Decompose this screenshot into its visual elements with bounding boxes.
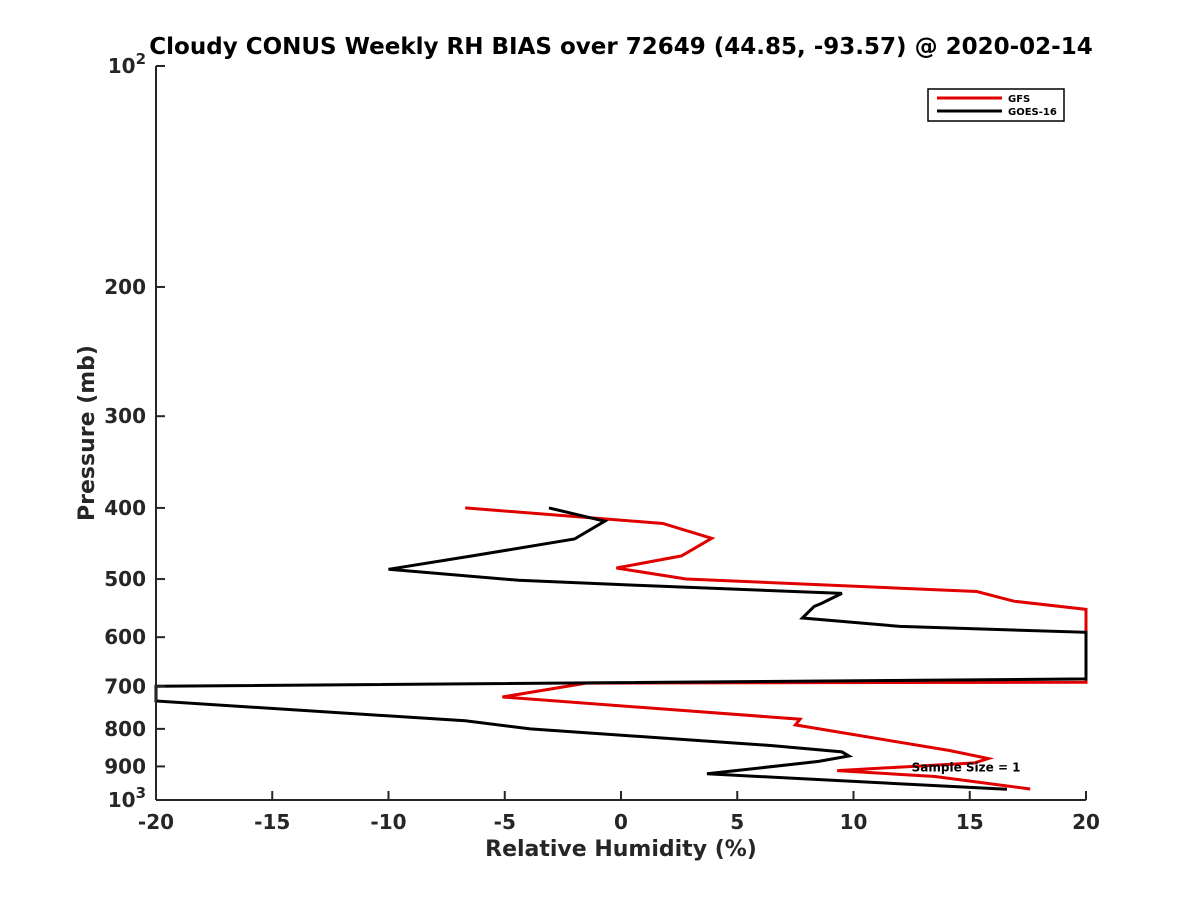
y-tick-label: 200 — [104, 275, 146, 299]
x-tick-label: -5 — [494, 810, 516, 834]
plot-area: -20 -15 -10 -5 0 5 10 15 20 102 200 300 400 500 600 70… — [104, 50, 1100, 834]
y-axis-title: Pressure (mb) — [75, 345, 100, 521]
y-tick-label: 500 — [104, 567, 146, 591]
x-tick-label: 5 — [730, 810, 744, 834]
legend-label-gfs: GFS — [1008, 94, 1030, 105]
x-tick-label: 15 — [956, 810, 984, 834]
y-tick-label: 700 — [104, 674, 146, 698]
chart-title: Cloudy CONUS Weekly RH BIAS over 72649 (… — [149, 34, 1092, 60]
legend: GFS GOES-16 — [927, 88, 1065, 122]
x-tick-label: 0 — [614, 810, 628, 834]
y-tick-label: 102 — [108, 50, 146, 78]
x-tick-label: -10 — [370, 810, 406, 834]
legend-box — [927, 88, 1065, 122]
y-axis-ticks: 102 200 300 400 500 600 700 800 900 103 — [104, 50, 165, 812]
sample-size-annotation: Sample Size = 1 — [912, 760, 1021, 774]
plot-frame — [156, 66, 1086, 800]
y-tick-label: 400 — [104, 496, 146, 520]
x-axis-title: Relative Humidity (%) — [485, 837, 757, 862]
x-tick-label: 10 — [840, 810, 868, 834]
legend-entries: GFS GOES-16 — [937, 94, 1057, 118]
x-tick-label: -20 — [138, 810, 174, 834]
x-tick-label: -15 — [254, 810, 290, 834]
y-tick-label: 900 — [104, 754, 146, 778]
y-tick-label: 600 — [104, 625, 146, 649]
series-layer — [154, 506, 1088, 791]
legend-label-goes-16: GOES-16 — [1008, 107, 1057, 118]
series-line-goes-16 — [154, 506, 1088, 791]
x-tick-label: 20 — [1072, 810, 1100, 834]
y-tick-label: 800 — [104, 717, 146, 741]
y-tick-label: 300 — [104, 404, 146, 428]
y-tick-label: 103 — [108, 784, 146, 812]
x-axis-ticks: -20 -15 -10 -5 0 5 10 15 20 — [138, 791, 1100, 834]
